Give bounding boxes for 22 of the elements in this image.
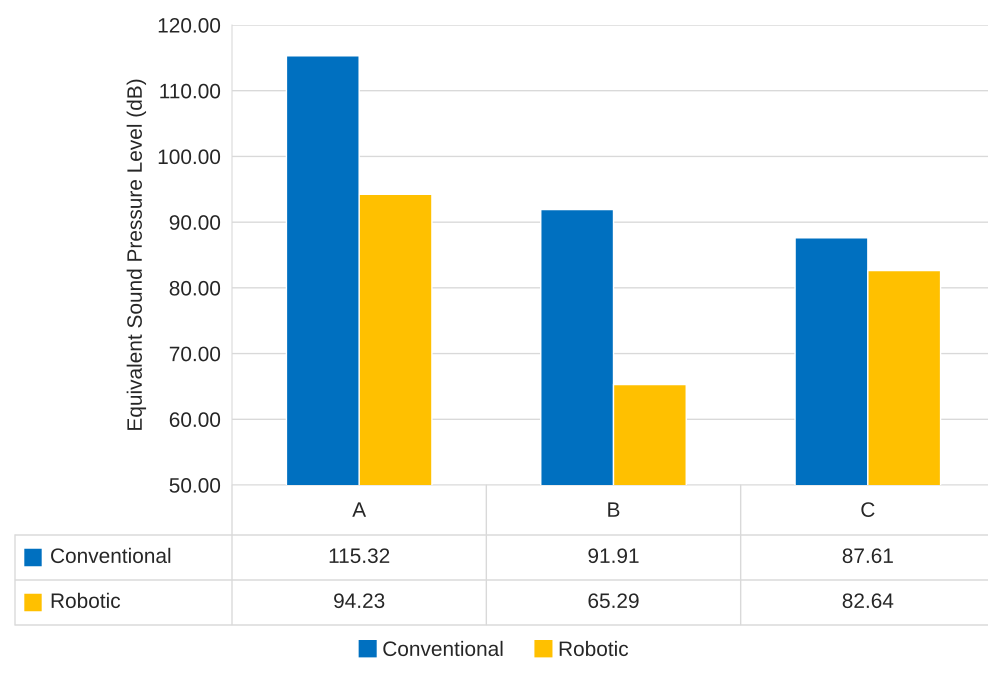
y-tick-label: 50.00	[170, 478, 220, 493]
data-label: 82.64	[842, 593, 894, 608]
y-tick-label: 90.00	[170, 215, 220, 230]
y-tick-label: 80.00	[170, 280, 220, 296]
x-tick-label: C	[861, 502, 875, 517]
data-label: 94.23	[334, 593, 384, 608]
text: Robotic	[52, 592, 120, 608]
data-label: 65.29	[588, 593, 639, 608]
y-tick-label: 70.00	[170, 346, 220, 362]
y-tick-label: 60.00	[170, 412, 220, 428]
text: Conventional	[51, 548, 170, 564]
x-tick-label: A	[352, 502, 366, 517]
y-tick-label: 120.00	[158, 18, 220, 33]
legend-label: Conventional	[383, 640, 502, 656]
y-tick-label: 100.00	[158, 149, 220, 164]
y-axis-title: Equivalent Sound Pressure Level (dB)	[126, 80, 146, 430]
data-label: 87.61	[842, 548, 893, 564]
x-tick-label: B	[608, 502, 620, 517]
legend-label: Robotic	[560, 640, 628, 656]
data-label: 115.32	[330, 548, 390, 564]
y-tick-label: 110.00	[160, 84, 220, 98]
data-label: 91.91	[588, 548, 639, 564]
